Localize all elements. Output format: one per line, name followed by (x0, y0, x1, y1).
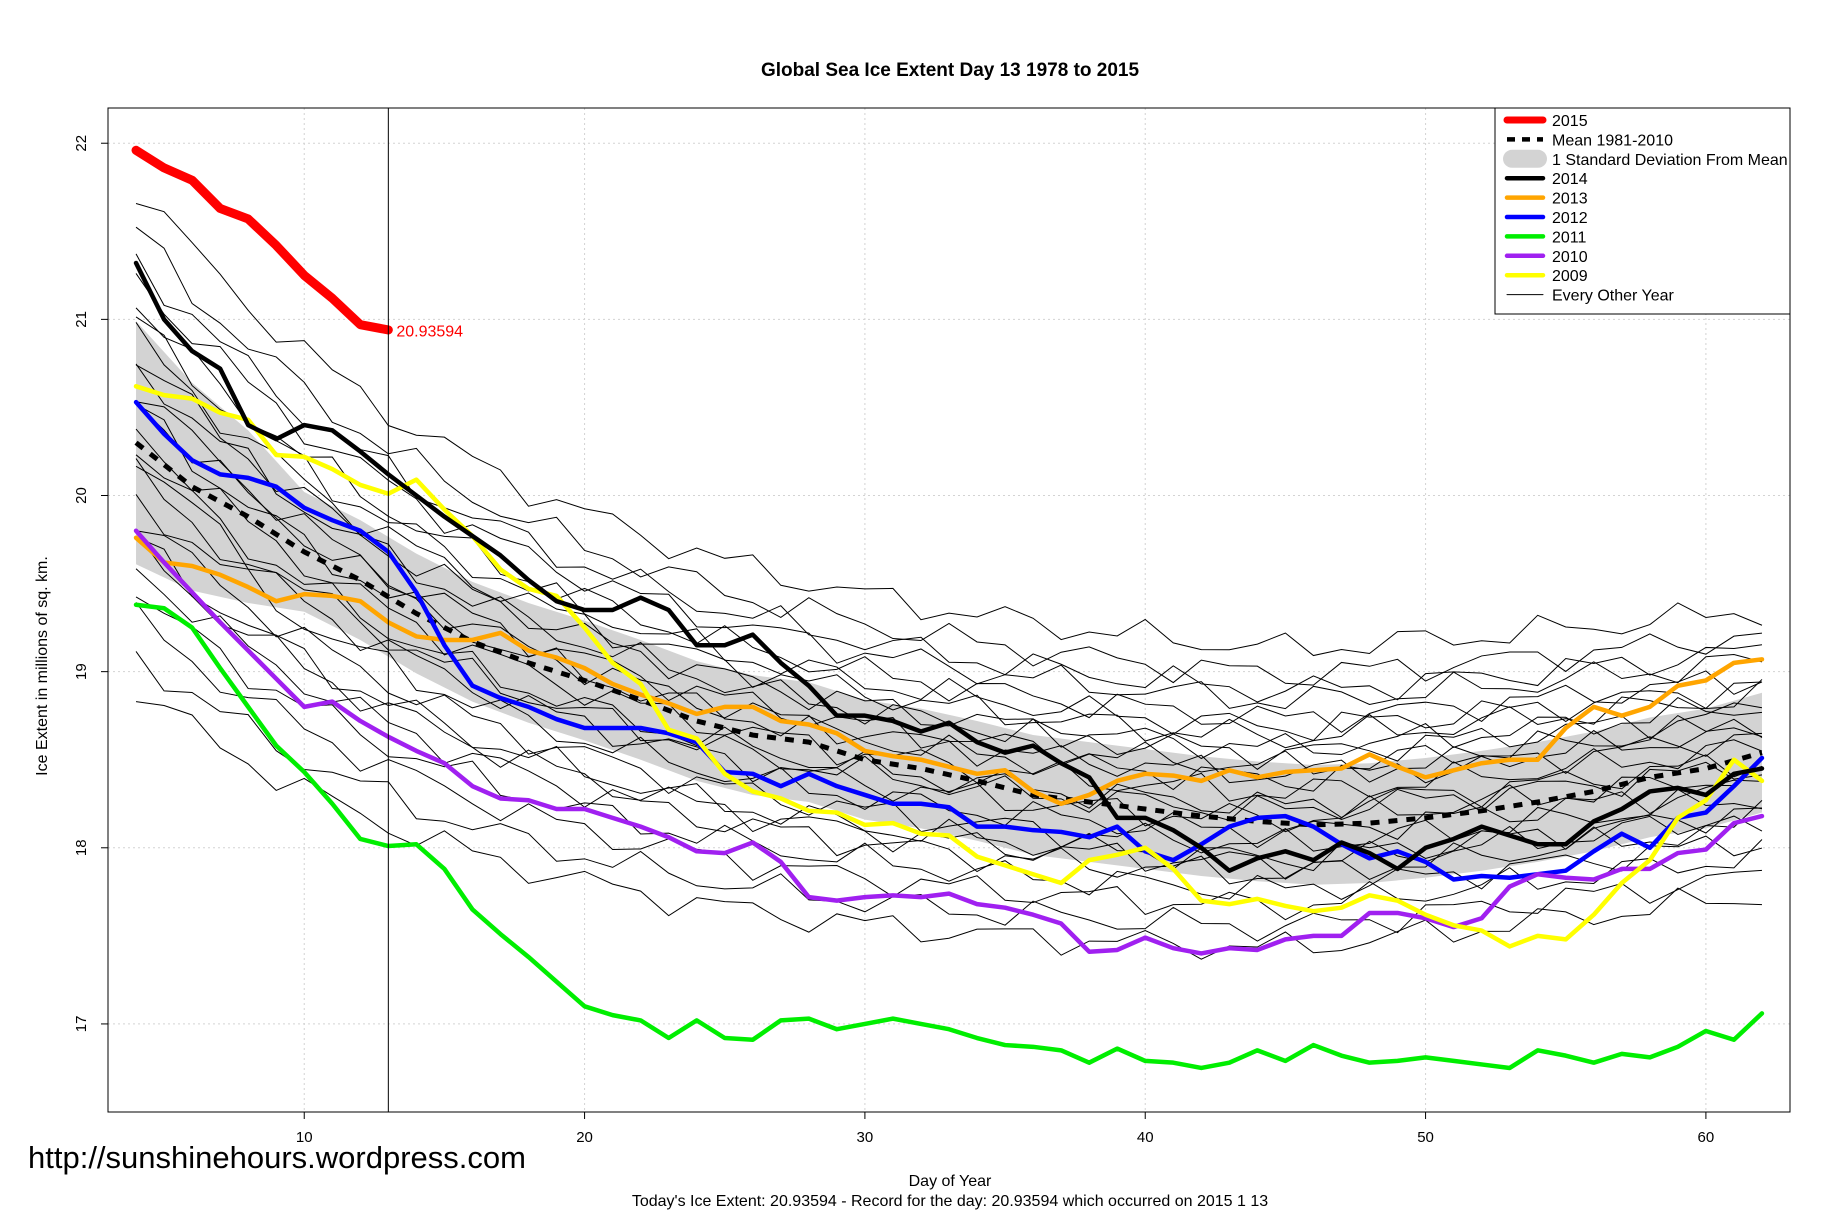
legend-label-2010: 2010 (1552, 249, 1588, 266)
series-2011 (133, 602, 1765, 1071)
x-axis-label: Day of Year (909, 1173, 992, 1190)
legend-label-mean-1981-2010: Mean 1981-2010 (1552, 132, 1673, 149)
legend-label-2014: 2014 (1552, 171, 1588, 188)
x-axis-ticks: 10 20 30 40 50 60 (296, 1112, 1714, 1146)
legend-swatch-1-standard-deviation-from-mean (1503, 149, 1547, 168)
other-year-line-24 (135, 364, 1763, 760)
y-tick-label-19: 19 (73, 663, 90, 680)
x-tick-label-10: 10 (296, 1129, 313, 1146)
series-2014 (133, 260, 1765, 873)
legend-label-2015: 2015 (1552, 113, 1588, 130)
legend: 2015 Mean 1981-2010 1 Standard Deviation F… (1494, 107, 1791, 315)
std-dev-band (136, 321, 1762, 885)
legend-label-1-standard-deviation-from-mean: 1 Standard Deviation From Mean (1552, 152, 1788, 169)
std-dev-band-area (136, 321, 1762, 885)
other-year-line-2 (135, 273, 1763, 710)
current-value-label: 20.93594 (396, 324, 463, 341)
y-axis-ticks: 17 18 19 20 21 22 (73, 135, 108, 1032)
series-lines (131, 145, 1765, 1071)
x-tick-label-30: 30 (857, 1129, 874, 1146)
legend-label-2013: 2013 (1552, 191, 1588, 208)
watermark-url: http://sunshinehours.wordpress.com (28, 1140, 526, 1175)
series-2009 (133, 384, 1765, 949)
x-tick-label-40: 40 (1137, 1129, 1154, 1146)
other-year-line-0 (135, 203, 1763, 657)
chart-caption: Today's Ice Extent: 20.93594 - Record fo… (632, 1193, 1268, 1210)
other-year-line-9 (135, 454, 1763, 819)
other-year-line-16 (135, 602, 1763, 921)
other-year-line-18 (135, 701, 1762, 960)
legend-label-every-other-year: Every Other Year (1552, 288, 1675, 305)
other-year-line-11 (135, 494, 1762, 849)
other-year-line-8 (135, 428, 1763, 802)
current-value-annotation: 20.93594 (396, 324, 463, 341)
y-tick-label-17: 17 (73, 1016, 90, 1033)
y-tick-label-22: 22 (73, 135, 90, 152)
plot-frame (107, 107, 1791, 1113)
y-axis-label: Ice Extent in millions of sq. km. (34, 556, 51, 776)
x-tick-label-20: 20 (576, 1129, 593, 1146)
other-year-line-3 (135, 307, 1763, 733)
other-year-line-4 (135, 322, 1763, 749)
legend-label-2012: 2012 (1552, 210, 1588, 227)
series-2013 (133, 535, 1765, 807)
other-year-line-1 (135, 226, 1763, 686)
y-tick-label-18: 18 (73, 839, 90, 856)
legend-box (1494, 107, 1791, 315)
chart-title: Global Sea Ice Extent Day 13 1978 to 201… (761, 60, 1140, 81)
y-tick-label-20: 20 (73, 487, 90, 504)
y-tick-label-21: 21 (73, 311, 90, 328)
other-year-line-15 (135, 596, 1763, 900)
series-mean-1981-2010 (134, 440, 1763, 828)
x-tick-label-50: 50 (1417, 1129, 1434, 1146)
series-2012 (133, 399, 1765, 882)
series-2010 (133, 528, 1765, 956)
series-2015 (131, 145, 393, 335)
legend-label-2009: 2009 (1552, 268, 1588, 285)
other-year-line-14 (135, 568, 1763, 885)
legend-label-2011: 2011 (1552, 229, 1587, 246)
other-year-line-19 (135, 316, 1762, 741)
other-year-line-21 (135, 465, 1763, 821)
x-tick-label-60: 60 (1698, 1129, 1715, 1146)
